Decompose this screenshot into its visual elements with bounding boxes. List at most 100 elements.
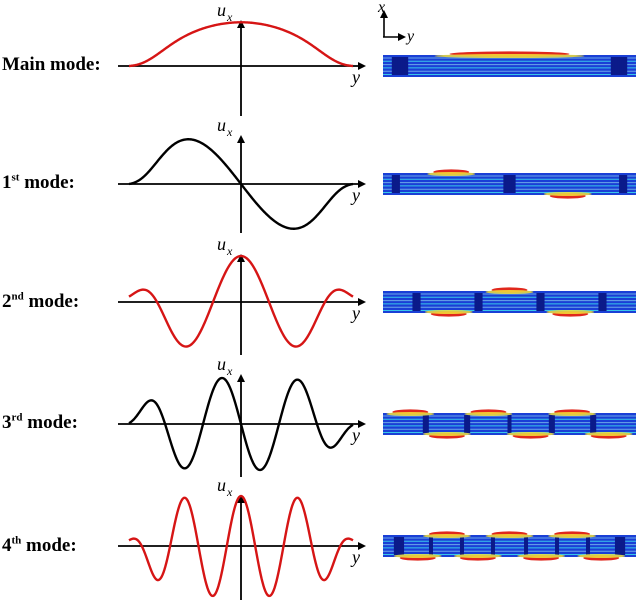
coordinate-axes-indicator: x y bbox=[377, 0, 415, 45]
contour-antinode-halo bbox=[485, 290, 534, 294]
contour-antinode-halo bbox=[427, 172, 476, 176]
contour-node bbox=[505, 175, 510, 193]
mode-curve-first bbox=[128, 138, 354, 230]
ux-axis-label-fourth: u bbox=[217, 475, 226, 495]
contour-node bbox=[619, 57, 624, 75]
mode-row-main: u xy bbox=[118, 0, 636, 116]
contour-node bbox=[538, 293, 543, 311]
contour-antinode-halo bbox=[546, 310, 595, 314]
contour-node bbox=[617, 537, 622, 555]
contour-antinode-halo bbox=[424, 310, 473, 314]
ux-axis-subscript-first: x bbox=[226, 125, 233, 139]
contour-antinode-halo bbox=[434, 54, 585, 58]
contour-node bbox=[395, 537, 400, 555]
contour-node bbox=[503, 175, 508, 193]
contour-antinode-halo bbox=[422, 534, 471, 538]
contour-node bbox=[422, 415, 427, 433]
ux-axis-label-second: u bbox=[217, 234, 226, 254]
contour-node bbox=[612, 57, 617, 75]
contour-node bbox=[614, 537, 619, 555]
contour-antinode-halo bbox=[517, 554, 566, 558]
mode-row-second: u x y bbox=[118, 234, 636, 355]
contour-node bbox=[524, 537, 529, 555]
contour-node bbox=[621, 175, 626, 193]
label-2nd-mode: 2nd mode: bbox=[2, 290, 80, 312]
contour-antinode-halo bbox=[453, 554, 502, 558]
label-3rd-mode: 3rd mode: bbox=[2, 411, 78, 433]
mode-row-third: u x y bbox=[118, 354, 636, 477]
ux-axis-label-third: u bbox=[217, 354, 226, 374]
contour-node bbox=[393, 57, 398, 75]
contour-node bbox=[391, 175, 396, 193]
contour-antinode-halo bbox=[464, 412, 513, 416]
mode-curve-third bbox=[128, 376, 354, 472]
contour-node bbox=[412, 293, 417, 311]
contour-node bbox=[428, 537, 433, 555]
contour-node bbox=[602, 293, 607, 311]
contour-node bbox=[550, 415, 555, 433]
mode-curve-second bbox=[128, 254, 354, 348]
contour-node bbox=[617, 57, 622, 75]
contour-antinode-halo bbox=[393, 554, 442, 558]
contour-node bbox=[416, 293, 421, 311]
contour-strip-main bbox=[383, 51, 636, 77]
contour-node bbox=[507, 415, 512, 433]
contour-antinode-halo bbox=[548, 412, 597, 416]
contour-node bbox=[404, 57, 409, 75]
contour-node bbox=[478, 293, 483, 311]
ux-axis-label-main: u bbox=[217, 0, 226, 20]
y-axis-label-main: y bbox=[350, 67, 360, 87]
contour-node bbox=[397, 57, 402, 75]
contour-node bbox=[393, 175, 398, 193]
contour-node bbox=[391, 57, 396, 75]
ux-axis-subscript-second: x bbox=[226, 244, 233, 258]
contour-node bbox=[414, 293, 419, 311]
y-axis-label-third: y bbox=[350, 425, 360, 445]
contour-strip-second bbox=[383, 287, 636, 317]
mode-curve-fourth bbox=[128, 494, 354, 598]
contour-antinode-halo bbox=[543, 192, 592, 196]
label-4th-mode: 4th mode: bbox=[2, 534, 77, 556]
label-main-mode: Main mode: bbox=[2, 54, 101, 75]
contour-node bbox=[509, 175, 514, 193]
contour-node bbox=[424, 415, 429, 433]
contour-antinode-halo bbox=[506, 432, 555, 436]
coord-y-label: y bbox=[405, 28, 415, 45]
contour-node bbox=[623, 175, 628, 193]
mode-row-fourth: u x y bbox=[118, 475, 636, 600]
contour-node bbox=[402, 57, 407, 75]
contour-node bbox=[621, 57, 626, 75]
y-axis-label-second: y bbox=[350, 303, 360, 323]
ux-axis-subscript-third: x bbox=[226, 364, 233, 378]
contour-strip-fourth bbox=[383, 531, 636, 561]
contour-node bbox=[476, 293, 481, 311]
ux-axis-subscript-main: x bbox=[226, 10, 233, 24]
contour-antinode-halo bbox=[485, 534, 534, 538]
contour-node bbox=[621, 537, 626, 555]
contour-node bbox=[511, 175, 516, 193]
mode-curve-main bbox=[128, 21, 354, 68]
contour-node bbox=[395, 57, 400, 75]
ux-axis-label-first: u bbox=[217, 115, 226, 135]
contour-antinode-halo bbox=[386, 412, 435, 416]
contour-node bbox=[507, 175, 512, 193]
contour-node bbox=[600, 293, 605, 311]
contour-antinode-halo bbox=[548, 534, 597, 538]
contour-node bbox=[623, 57, 628, 75]
contour-node bbox=[464, 415, 469, 433]
contour-node bbox=[395, 175, 400, 193]
contour-node bbox=[393, 537, 398, 555]
contour-node bbox=[555, 537, 560, 555]
contour-node bbox=[590, 415, 595, 433]
contour-node bbox=[598, 293, 603, 311]
contour-node bbox=[619, 537, 624, 555]
contour-strip-third bbox=[383, 409, 636, 439]
contour-node bbox=[400, 57, 405, 75]
coord-x-label: x bbox=[377, 0, 385, 16]
contour-node bbox=[459, 537, 464, 555]
mode-row-first: u x y bbox=[118, 115, 636, 233]
contour-node bbox=[536, 293, 541, 311]
ux-axis-subscript-fourth: x bbox=[226, 485, 233, 499]
contour-antinode-halo bbox=[584, 432, 633, 436]
